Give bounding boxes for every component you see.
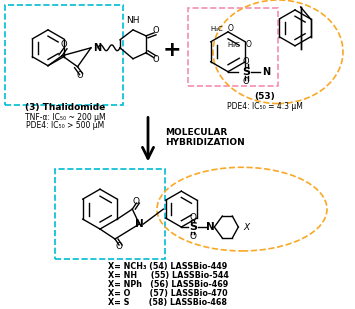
Text: MOLECULAR: MOLECULAR xyxy=(165,128,227,137)
Text: X= S       (58) LASSBio-468: X= S (58) LASSBio-468 xyxy=(108,298,227,307)
Text: O: O xyxy=(243,57,249,66)
Text: X= NH     (55) LASSBio-544: X= NH (55) LASSBio-544 xyxy=(108,271,229,280)
Text: O: O xyxy=(245,40,251,49)
Text: S: S xyxy=(189,222,197,232)
Text: X: X xyxy=(243,222,250,231)
Text: H₃C: H₃C xyxy=(228,42,240,48)
Text: +: + xyxy=(163,40,181,60)
Text: N: N xyxy=(135,219,144,229)
Text: O: O xyxy=(153,55,159,64)
Text: O: O xyxy=(190,232,197,242)
Text: H₃C: H₃C xyxy=(210,26,223,32)
Text: O: O xyxy=(153,26,159,35)
Text: X= O       (57) LASSBio-470: X= O (57) LASSBio-470 xyxy=(108,289,228,298)
Text: PDE4: IC₅₀ > 500 μM: PDE4: IC₅₀ > 500 μM xyxy=(26,121,104,130)
Text: O: O xyxy=(61,40,67,49)
Text: (53): (53) xyxy=(255,91,275,101)
Text: X= NCH₃ (54) LASSBio-449: X= NCH₃ (54) LASSBio-449 xyxy=(108,262,227,271)
Text: PDE4: IC₅₀ = 4.3 μM: PDE4: IC₅₀ = 4.3 μM xyxy=(227,102,303,111)
Text: N: N xyxy=(93,43,101,53)
Text: O: O xyxy=(228,24,234,33)
Text: TNF-α: IC₅₀ ~ 200 μM: TNF-α: IC₅₀ ~ 200 μM xyxy=(25,112,105,121)
Text: N: N xyxy=(206,222,215,232)
Text: O: O xyxy=(190,213,197,222)
Text: HYBRIDIZATION: HYBRIDIZATION xyxy=(165,138,245,147)
Text: S: S xyxy=(242,67,250,77)
Text: X= NPh   (56) LASSBio-469: X= NPh (56) LASSBio-469 xyxy=(108,280,228,289)
Text: O: O xyxy=(76,71,83,80)
Text: O: O xyxy=(243,77,249,86)
Text: N: N xyxy=(262,67,270,77)
Text: (3) Thalidomide: (3) Thalidomide xyxy=(25,103,105,112)
Text: O: O xyxy=(133,197,140,206)
Text: O: O xyxy=(115,243,122,252)
Text: NH: NH xyxy=(126,16,140,25)
